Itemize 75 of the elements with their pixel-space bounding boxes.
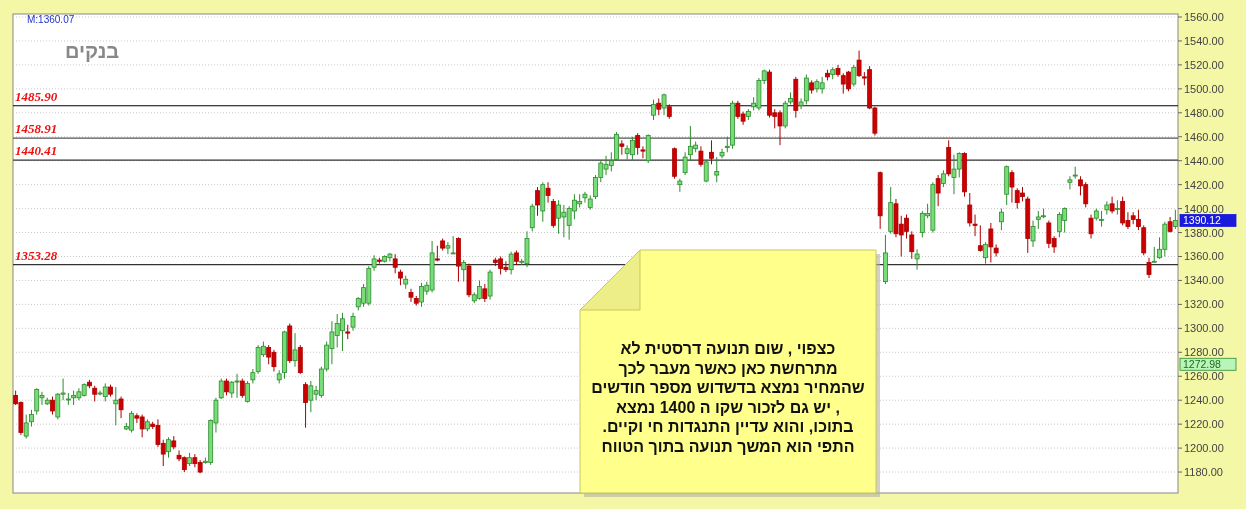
ref-line-label: 1440.41 — [15, 143, 58, 159]
candlestick — [1088, 214, 1094, 240]
y-tick-label: 1180.00 — [1184, 466, 1223, 479]
y-tick-label: 1300.00 — [1184, 322, 1224, 335]
candlestick — [999, 208, 1004, 231]
candlestick — [118, 396, 124, 419]
candlestick — [803, 73, 809, 105]
annotation: M:1360.07 — [27, 14, 75, 25]
y-tick-label: 1560.00 — [1184, 10, 1224, 23]
candlestick — [698, 145, 704, 168]
candlestick — [23, 414, 29, 440]
y-tick-label: 1420.00 — [1184, 178, 1224, 191]
y-tick-label: 1440.00 — [1184, 154, 1224, 167]
candlestick — [408, 288, 414, 303]
candlestick — [292, 332, 298, 368]
candlestick — [445, 241, 451, 255]
y-tick-label: 1480.00 — [1184, 106, 1224, 119]
candlestick — [303, 381, 308, 429]
y-tick-label: 1380.00 — [1184, 226, 1224, 239]
candlestick — [113, 386, 119, 426]
candlestick — [935, 174, 941, 207]
candlestick — [782, 100, 788, 129]
candlestick — [487, 269, 493, 301]
candlestick — [1146, 257, 1152, 279]
candlestick — [239, 378, 245, 399]
candlestick — [682, 151, 688, 176]
candlestick — [461, 259, 467, 283]
candlestick — [914, 248, 920, 271]
candlestick — [714, 156, 720, 183]
candlestick — [166, 436, 171, 459]
candlestick — [1114, 199, 1120, 216]
annotation: כצפוי , שום תנועה דרסטית לא מתרחשת כאן כאשר מעבר לכך שהמחיר נמצא בדשדוש מספר חודשים , יש גם לזכור שקו ה 1400 נמצא בתוכו, והוא עדיין התנגדות חי וקיים. התפי הוא המשך תנועה בתוך הטווח — [591, 340, 865, 455]
candlestick — [709, 139, 714, 165]
candlestick — [392, 253, 398, 274]
candlestick — [909, 230, 915, 260]
candlestick — [851, 64, 857, 87]
y-tick-label: 1220.00 — [1184, 418, 1224, 431]
candlestick — [856, 50, 862, 78]
candlestick — [635, 132, 641, 156]
candlestick — [983, 241, 988, 265]
y-tick-label: 1460.00 — [1184, 130, 1224, 143]
candlestick — [1030, 220, 1036, 248]
ref-line-label: 1353.28 — [15, 247, 58, 263]
text: בנקים — [65, 40, 120, 62]
candlestick — [218, 378, 224, 400]
ref-line-label: 1485.90 — [15, 88, 58, 104]
y-tick-label: 1260.00 — [1184, 370, 1224, 383]
candlestick — [529, 203, 535, 232]
y-tick-label: 1340.00 — [1184, 274, 1224, 287]
y-tick-label: 1200.00 — [1184, 442, 1224, 455]
candlestick — [535, 186, 540, 217]
y-tick-label: 1280.00 — [1184, 346, 1224, 359]
ref-line-label: 1458.91 — [15, 121, 58, 137]
candlestick — [967, 192, 973, 228]
candlestick — [1172, 209, 1178, 230]
candlestick — [545, 181, 551, 204]
candlestick — [550, 198, 556, 229]
y-tick-label: 1400.00 — [1184, 202, 1224, 215]
candlestick — [651, 99, 656, 121]
candlestick — [245, 380, 250, 404]
candlestick — [977, 224, 983, 253]
y-tick-label: 1360.00 — [1184, 250, 1224, 263]
y-tick-label: 1520.00 — [1184, 58, 1224, 71]
candlestick — [798, 97, 804, 110]
candlestick — [640, 145, 646, 159]
y-tick-label: 1240.00 — [1184, 394, 1224, 407]
y-tick-label: 1320.00 — [1184, 298, 1224, 311]
candlestick — [582, 191, 588, 204]
candlestick — [508, 251, 514, 275]
candlestick — [1009, 169, 1015, 204]
candlestick — [1067, 175, 1073, 190]
y-tick-label: 1500.00 — [1184, 82, 1224, 95]
candlestick — [619, 139, 625, 156]
candlestick — [972, 214, 978, 237]
y-tick-label: 1540.00 — [1184, 34, 1224, 47]
